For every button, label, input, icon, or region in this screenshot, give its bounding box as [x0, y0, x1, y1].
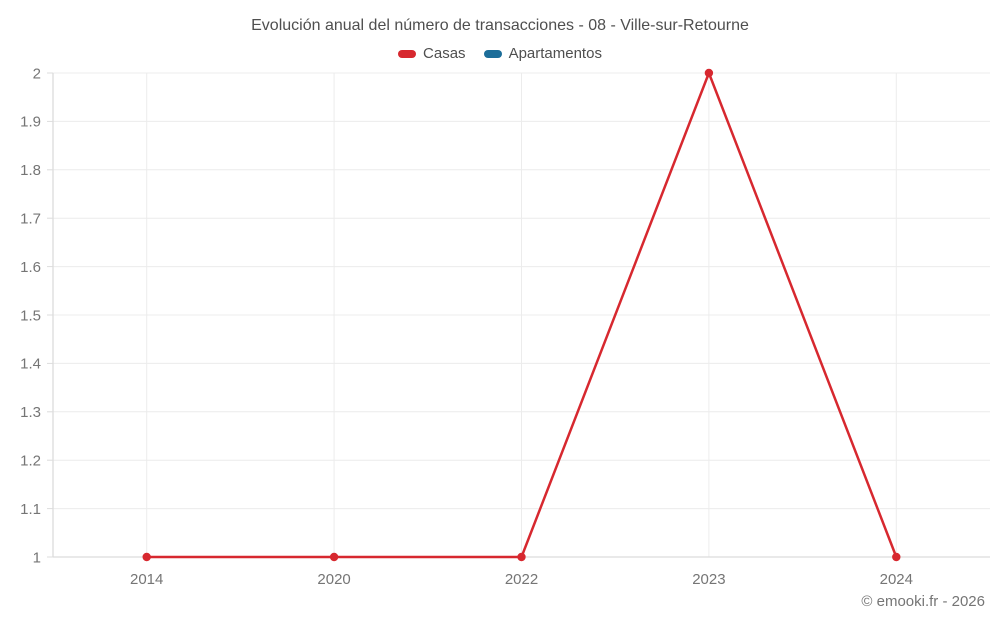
- data-point-casas[interactable]: [517, 552, 526, 562]
- chart-legend: Casas Apartamentos: [0, 45, 1000, 62]
- x-axis-tick-label: 2023: [692, 571, 725, 588]
- y-axis-tick-label: 1.4: [20, 356, 41, 373]
- apartamentos-swatch-icon: [483, 49, 502, 58]
- y-axis-tick-label: 1.1: [20, 501, 41, 518]
- y-axis-tick-label: 1.6: [20, 259, 41, 276]
- chart-title: Evolución anual del número de transaccio…: [251, 17, 749, 34]
- copyright-footer: © emooki.fr - 2026: [861, 593, 985, 610]
- y-axis-tick-label: 1.3: [20, 404, 41, 421]
- data-point-casas[interactable]: [329, 552, 339, 562]
- y-axis-tick-label: 1.9: [20, 114, 41, 131]
- legend-label-casas: Casas: [423, 45, 466, 62]
- x-axis-tick-label: 2024: [880, 571, 913, 588]
- y-axis-tick-label: 2: [33, 66, 41, 82]
- legend-label-apartamentos: Apartamentos: [508, 45, 602, 62]
- data-point-casas[interactable]: [704, 68, 714, 78]
- y-axis-tick-label: 1: [33, 549, 41, 566]
- legend-item-apartamentos[interactable]: Apartamentos: [483, 45, 602, 62]
- data-point-casas[interactable]: [142, 552, 151, 562]
- casas-swatch-icon: [398, 49, 417, 58]
- legend-item-casas[interactable]: Casas: [398, 45, 466, 62]
- y-axis-tick-label: 1.7: [20, 210, 41, 227]
- x-axis-tick-label: 2014: [130, 571, 163, 588]
- data-point-casas[interactable]: [892, 552, 901, 562]
- x-axis-tick-label: 2022: [505, 571, 538, 588]
- y-axis-tick-label: 1.5: [20, 307, 41, 324]
- x-axis-tick-label: 2020: [317, 571, 350, 588]
- line-chart-plot-area: 1 1.1 1.2 1.3 1.4 1.5 1.6 1.7 1.8 1.9 2 2014 2020 202…: [20, 66, 990, 588]
- y-axis-tick-label: 1.2: [20, 452, 41, 469]
- y-axis-tick-label: 1.8: [20, 162, 41, 179]
